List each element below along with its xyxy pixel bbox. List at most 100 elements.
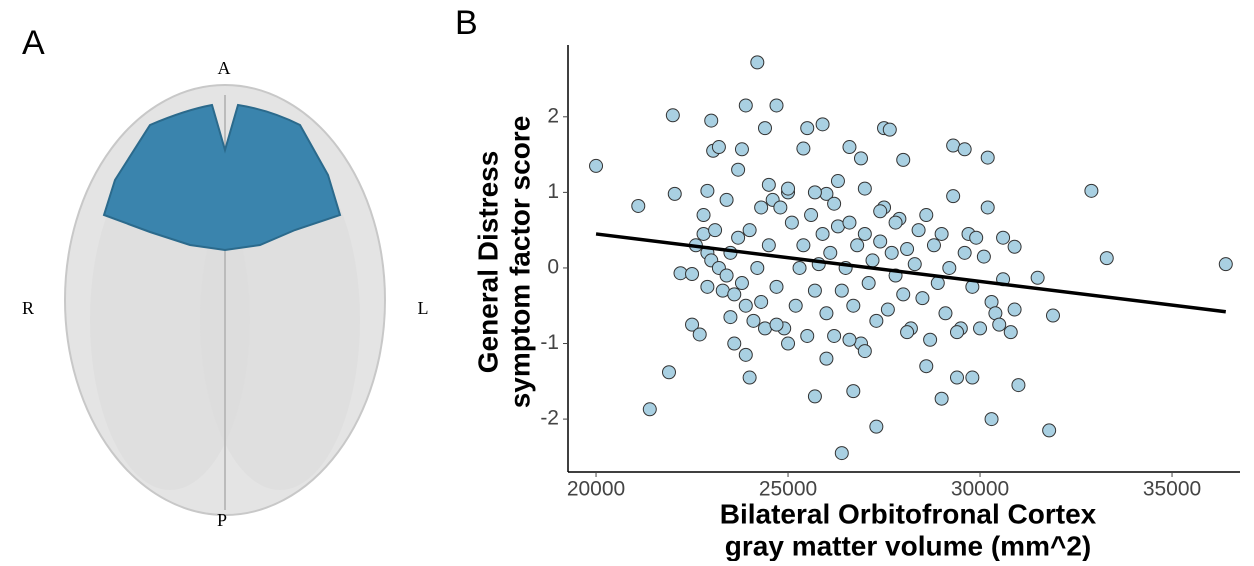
orbitofrontal-region: [102, 103, 342, 252]
y-tick-label: -2: [540, 407, 559, 430]
x-axis-label: gray matter volume (mm^2): [725, 530, 1091, 561]
data-point: [727, 287, 742, 302]
data-point: [773, 200, 788, 215]
data-point: [1045, 308, 1060, 323]
data-point: [949, 325, 964, 340]
data-point: [946, 189, 961, 204]
x-tick-label: 20000: [567, 478, 625, 501]
data-point: [761, 177, 776, 192]
data-point: [900, 242, 915, 257]
data-point: [1011, 378, 1026, 393]
data-point: [869, 419, 884, 434]
data-point: [992, 317, 1007, 332]
data-point: [911, 223, 926, 238]
data-point: [834, 283, 849, 298]
data-point: [957, 245, 972, 260]
data-point: [708, 223, 723, 238]
data-point: [884, 245, 899, 260]
y-tick-label: 2: [547, 104, 559, 127]
data-point: [731, 162, 746, 177]
data-point: [923, 332, 938, 347]
data-point: [976, 249, 991, 264]
data-point: [734, 142, 749, 157]
data-point: [857, 181, 872, 196]
data-point: [738, 298, 753, 313]
data-point: [938, 306, 953, 321]
data-point: [742, 370, 757, 385]
data-point: [715, 283, 730, 298]
panel-label: B: [455, 4, 478, 42]
data-point: [761, 238, 776, 253]
data-point: [807, 389, 822, 404]
data-point: [757, 121, 772, 136]
data-point: [754, 294, 769, 309]
data-point: [823, 245, 838, 260]
data-point: [723, 310, 738, 325]
orientation-label: A: [218, 58, 231, 78]
data-point: [692, 327, 707, 342]
data-point: [796, 238, 811, 253]
x-tick-label: 30000: [951, 478, 1009, 501]
data-point: [842, 140, 857, 155]
y-axis-label: General Distress: [472, 151, 503, 374]
data-point: [846, 384, 861, 399]
data-point: [807, 283, 822, 298]
data-point: [957, 142, 972, 157]
data-point: [750, 55, 765, 70]
data-point: [827, 328, 842, 343]
data-point: [857, 226, 872, 241]
data-point: [969, 230, 984, 245]
data-point: [700, 279, 715, 294]
data-point: [965, 370, 980, 385]
data-point: [1084, 183, 1099, 198]
data-point: [930, 276, 945, 291]
data-point: [700, 183, 715, 198]
y-tick-label: 0: [547, 255, 559, 278]
data-point: [827, 196, 842, 211]
x-tick-label: 25000: [759, 478, 817, 501]
orientation-label: L: [418, 298, 429, 318]
data-point: [896, 152, 911, 167]
data-point: [788, 298, 803, 313]
data-point: [800, 328, 815, 343]
x-axis-label: Bilateral Orbitofronal Cortex: [720, 498, 1097, 529]
data-point: [665, 108, 680, 123]
data-point: [861, 276, 876, 291]
data-point: [873, 234, 888, 249]
data-point: [719, 268, 734, 283]
data-point: [1099, 251, 1114, 266]
data-point: [769, 98, 784, 113]
data-point: [900, 325, 915, 340]
brain-illustration: [64, 84, 386, 516]
data-point: [807, 185, 822, 200]
data-point: [896, 287, 911, 302]
data-point: [1042, 423, 1057, 438]
data-point: [711, 140, 726, 155]
data-point: [942, 260, 957, 275]
data-point: [667, 186, 682, 201]
data-point: [769, 317, 784, 332]
data-point: [819, 306, 834, 321]
data-point: [631, 198, 646, 213]
data-point: [919, 359, 934, 374]
data-point: [696, 208, 711, 223]
data-point: [915, 291, 930, 306]
data-point: [1218, 257, 1233, 272]
data-point: [1003, 325, 1018, 340]
data-point: [907, 257, 922, 272]
data-point: [685, 317, 700, 332]
panel-label: A: [22, 24, 45, 62]
data-point: [996, 230, 1011, 245]
data-point: [804, 208, 819, 223]
data-point: [800, 121, 815, 136]
data-point: [738, 347, 753, 362]
data-point: [819, 351, 834, 366]
data-point: [719, 192, 734, 207]
data-point: [842, 215, 857, 230]
data-point: [815, 117, 830, 132]
x-tick-label: 35000: [1143, 478, 1201, 501]
data-point: [727, 336, 742, 351]
data-point: [673, 266, 688, 281]
data-point: [834, 446, 849, 461]
data-point: [742, 223, 757, 238]
